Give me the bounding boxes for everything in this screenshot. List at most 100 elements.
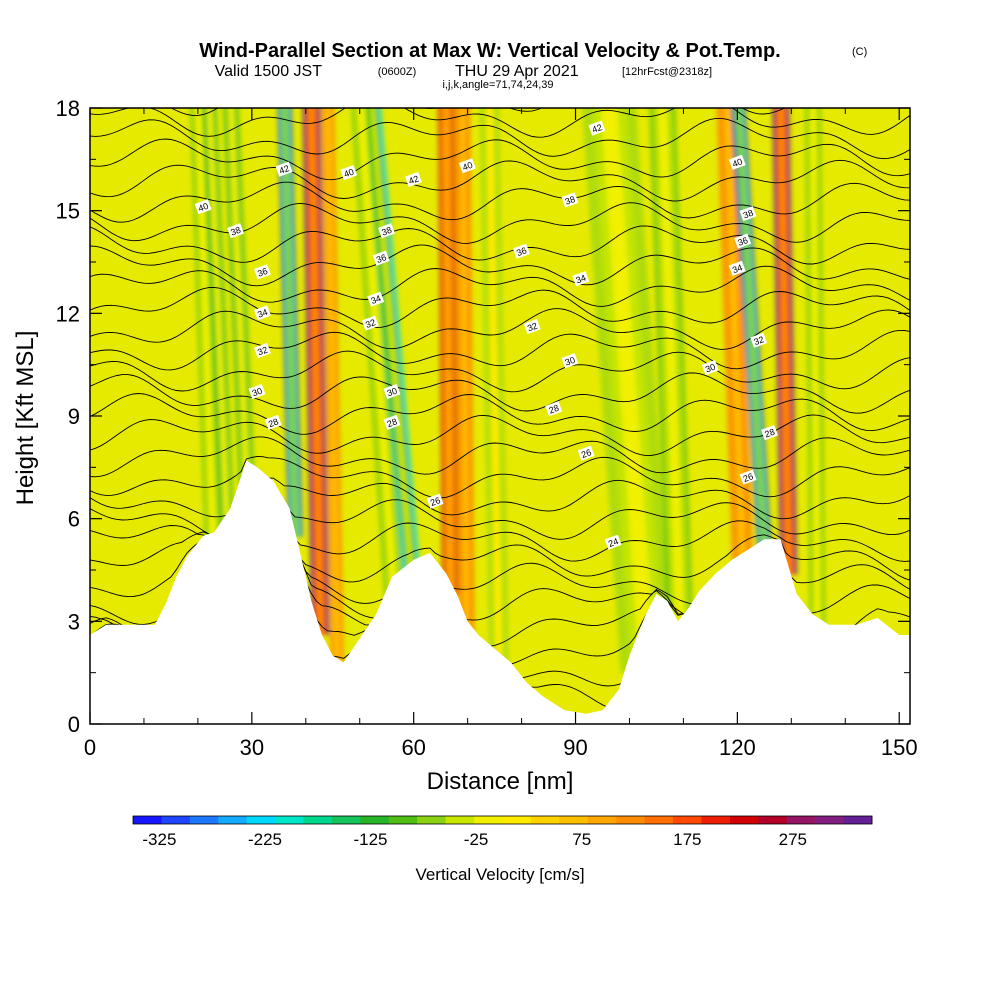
w-band <box>600 108 656 673</box>
contour-label: 32 <box>253 342 271 359</box>
contour-label: 42 <box>405 171 422 187</box>
x-tick-label: 90 <box>563 735 587 760</box>
colorbar-swatch <box>644 816 674 824</box>
contour-label-bg <box>248 383 266 400</box>
colorbar-swatch <box>701 816 731 824</box>
y-tick-label: 12 <box>56 301 80 326</box>
colorbar-tick-label: -325 <box>142 830 176 849</box>
contour-label-bg <box>426 493 444 509</box>
contour-label-text: 34 <box>574 273 587 286</box>
w-band <box>778 108 792 575</box>
contour-label-text: 40 <box>461 160 474 173</box>
contour-label: 26 <box>426 493 444 509</box>
contour-label-text: 30 <box>704 362 717 375</box>
x-tick-label: 30 <box>240 735 264 760</box>
isentrope <box>90 393 910 435</box>
contour-label: 40 <box>194 199 212 215</box>
isentrope <box>90 455 910 499</box>
x-tick-label: 60 <box>401 735 425 760</box>
subtitle-date: THU 29 Apr 2021 <box>455 63 579 80</box>
w-band <box>195 108 217 552</box>
contour-label: 30 <box>383 383 401 400</box>
contour-label-text: 36 <box>256 266 269 279</box>
contour-label-bg <box>194 199 212 215</box>
contour-label-bg <box>701 360 719 376</box>
contour-label-text: 26 <box>580 447 593 460</box>
colorbar-swatch <box>758 816 788 824</box>
subtitle-valid: Valid 1500 JST <box>215 63 323 80</box>
contour-label: 38 <box>378 223 395 239</box>
isentrope <box>90 329 910 371</box>
contour-label: 42 <box>275 161 293 177</box>
isentrope <box>90 181 910 223</box>
y-tick-label: 9 <box>68 404 80 429</box>
isentrope <box>90 117 910 160</box>
contour-label-text: 32 <box>364 317 377 330</box>
colorbar-swatch <box>246 816 276 824</box>
contour-label: 34 <box>728 260 746 276</box>
contour-label: 28 <box>761 425 778 441</box>
contour-label: 28 <box>383 414 401 430</box>
contour-label-text: 38 <box>742 208 755 221</box>
contour-label-text: 36 <box>736 235 749 248</box>
colorbar-swatch <box>388 816 418 824</box>
contour-label: 34 <box>253 305 271 321</box>
contour-label-text: 26 <box>742 471 755 484</box>
w-band <box>357 108 399 620</box>
isentrope <box>90 159 910 202</box>
colorbar-tick-label: 275 <box>779 830 807 849</box>
contour-label-text: 26 <box>429 495 442 508</box>
contour-label-text: 40 <box>197 201 210 214</box>
contour-label-bg <box>728 154 746 170</box>
contour-label-bg <box>577 445 595 461</box>
contour-label-bg <box>264 414 282 430</box>
contour-label: 36 <box>512 243 530 259</box>
contour-label-text: 24 <box>607 536 620 549</box>
contour-label: 28 <box>545 401 563 417</box>
contour-label: 24 <box>604 534 622 550</box>
w-band <box>325 108 340 673</box>
colorbar-swatch <box>161 816 191 824</box>
contour-label: 36 <box>734 233 752 249</box>
plot-area: 24 26 26 26 28 28 28 28 30 30 30 30 32 32 32 32 34 34 34 34… <box>90 108 910 724</box>
w-band <box>810 108 820 634</box>
contour-label-bg <box>572 271 590 287</box>
colorbar-swatch <box>587 816 617 824</box>
contour-label-bg <box>340 164 358 181</box>
y-tick-label: 3 <box>68 609 80 634</box>
colorbar-swatch <box>843 816 873 824</box>
contour-label-text: 42 <box>278 163 291 176</box>
contour-label-text: 32 <box>526 321 539 334</box>
colorbar-swatch <box>303 816 333 824</box>
contour-label-bg <box>378 223 395 239</box>
x-axis-label: Distance [nm] <box>427 768 574 795</box>
colorbar: -325 -225 -125 -25 75 175 275 <box>132 815 873 849</box>
colorbar-swatch <box>133 816 162 824</box>
w-band <box>459 108 470 632</box>
contour-label-text: 42 <box>591 122 604 135</box>
colorbar-tick-label: -25 <box>464 830 489 849</box>
contour-label: 32 <box>523 318 541 335</box>
contour-label-bg <box>227 223 244 239</box>
colorbar-swatch <box>502 816 532 824</box>
w-band <box>443 108 453 596</box>
colorbar-tick-label: -125 <box>353 830 387 849</box>
contour-label-text: 30 <box>251 386 264 399</box>
contour-label-bg <box>604 534 622 550</box>
contour-label-bg <box>761 425 778 441</box>
colorbar-swatch <box>331 816 361 824</box>
contour-label-text: 34 <box>256 307 269 320</box>
contour-label: 38 <box>561 192 579 208</box>
contour-label-text: 40 <box>731 156 744 169</box>
isentrope <box>90 372 910 414</box>
contour-label: 30 <box>701 360 719 376</box>
x-tick-label: 150 <box>881 735 918 760</box>
y-axis-label: Height [Kft MSL] <box>12 331 39 506</box>
contour-label: 32 <box>750 332 768 348</box>
colorbar-label: Vertical Velocity [cm/s] <box>415 865 584 884</box>
terrain-mask <box>90 460 910 724</box>
contour-label-text: 36 <box>515 245 528 258</box>
colorbar-swatch <box>616 816 646 824</box>
